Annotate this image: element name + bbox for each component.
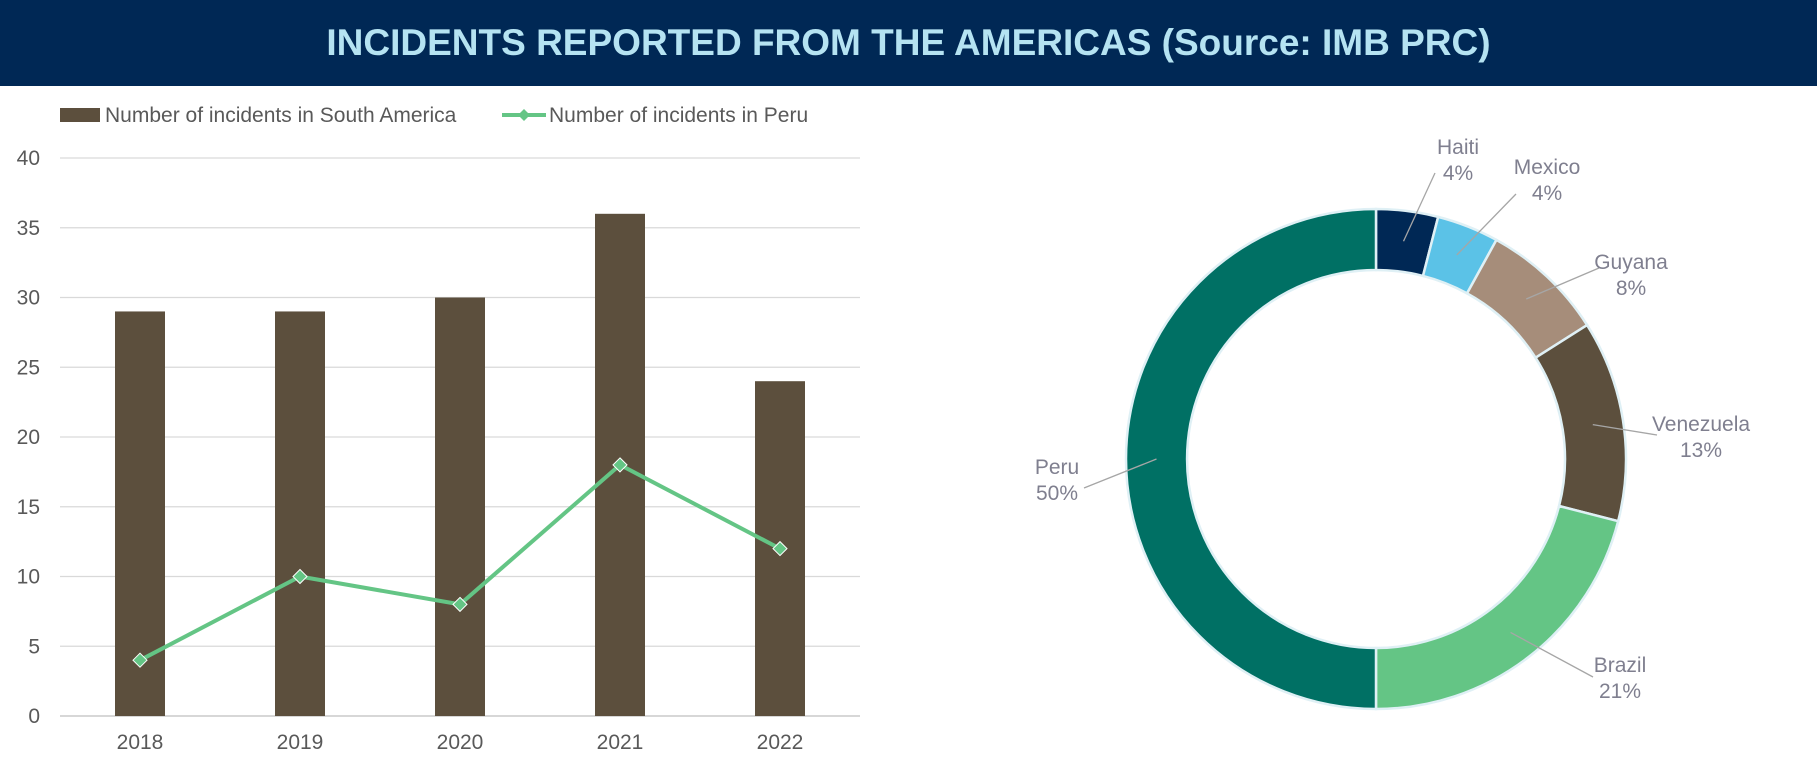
peru-point-2022	[772, 540, 788, 557]
x-axis: 2018 2019 2020 2021 2022	[117, 731, 804, 754]
legend-label-south-america: Number of incidents in South America	[105, 104, 457, 127]
x-tick-label: 2019	[277, 731, 324, 754]
y-tick-label: 10	[17, 566, 40, 589]
leader-line-haiti	[1402, 172, 1436, 242]
slice-label-mexico: Mexico	[1514, 156, 1581, 179]
bar-chart-legend: Number of incidents in South America Num…	[60, 104, 808, 127]
y-tick-label: 0	[28, 705, 40, 728]
slice-brazil	[1374, 504, 1620, 711]
x-tick-label: 2021	[597, 731, 644, 754]
slice-percent-haiti: 4%	[1443, 162, 1473, 185]
y-tick-label: 15	[17, 496, 40, 519]
y-tick-label: 40	[17, 147, 40, 170]
slice-percent-brazil: 21%	[1599, 680, 1641, 703]
y-axis: 0 5 10 15 20 25 30 35 40	[17, 147, 40, 728]
donut-chart: Haiti 4% Mexico 4% Guyana 8% Venezuela 13% Brazi…	[1035, 136, 1751, 711]
slice-percent-venezuela: 13%	[1680, 439, 1722, 462]
bar-line-chart: Number of incidents in South America Num…	[17, 104, 860, 754]
y-tick-label: 20	[17, 426, 40, 449]
slice-percent-guyana: 8%	[1616, 277, 1646, 300]
slice-label-haiti: Haiti	[1437, 136, 1479, 159]
x-tick-label: 2022	[757, 731, 804, 754]
slice-venezuela	[1533, 323, 1628, 523]
bars	[115, 213, 805, 717]
slice-peru	[1124, 207, 1378, 711]
bar-2018	[115, 311, 165, 716]
slice-percent-peru: 50%	[1036, 482, 1078, 505]
slice-label-brazil: Brazil	[1594, 654, 1647, 677]
peru-point-2021	[612, 457, 628, 473]
donut-slices	[1124, 207, 1628, 711]
peru-point-2018	[132, 652, 148, 668]
slice-label-guyana: Guyana	[1594, 251, 1668, 274]
page-title: INCIDENTS REPORTED FROM THE AMERICAS (So…	[326, 22, 1491, 63]
x-tick-label: 2020	[437, 731, 484, 754]
bar-2020	[435, 297, 485, 716]
peru-line-series	[132, 457, 788, 668]
legend-label-peru: Number of incidents in Peru	[549, 104, 808, 127]
leader-line-venezuela	[1592, 424, 1658, 436]
x-tick-label: 2018	[117, 731, 164, 754]
y-tick-label: 30	[17, 287, 40, 310]
legend-swatch-bar	[60, 108, 100, 122]
leader-line-brazil	[1510, 631, 1594, 678]
donut-labels: Haiti 4% Mexico 4% Guyana 8% Venezuela 13% Brazi…	[1035, 136, 1751, 703]
bar-2019	[275, 311, 325, 716]
peru-point-2020	[452, 596, 468, 613]
leader-line-mexico	[1456, 193, 1517, 256]
slice-percent-mexico: 4%	[1532, 182, 1562, 205]
y-tick-label: 35	[17, 217, 40, 240]
slice-label-peru: Peru	[1035, 456, 1079, 479]
y-tick-label: 5	[28, 635, 40, 658]
legend-swatch-marker	[518, 109, 530, 121]
y-tick-label: 25	[17, 356, 40, 379]
peru-point-2019	[292, 568, 308, 585]
leader-line-peru	[1083, 458, 1157, 489]
slice-label-venezuela: Venezuela	[1652, 413, 1750, 436]
donut-leader-lines	[1083, 172, 1658, 678]
header-banner: INCIDENTS REPORTED FROM THE AMERICAS (So…	[0, 0, 1817, 86]
leader-line-guyana	[1526, 267, 1600, 300]
